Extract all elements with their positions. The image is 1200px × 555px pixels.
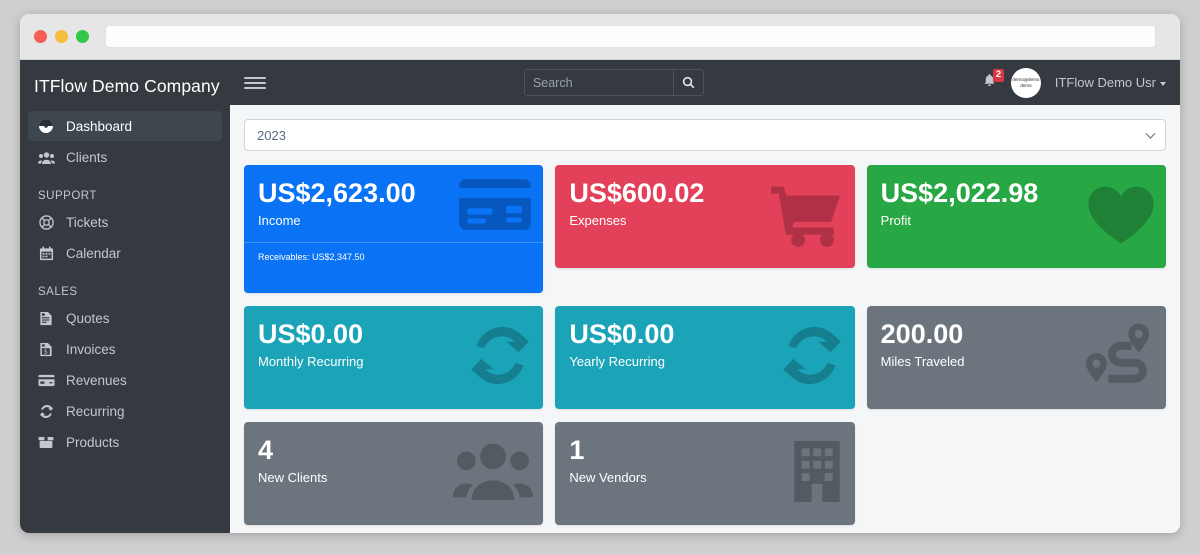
card-divider — [244, 242, 544, 243]
stat-label: Income — [258, 213, 301, 228]
browser-window: ITFlow Demo Company Dashboard — [20, 14, 1180, 533]
sidebar-item-recurring[interactable]: Recurring — [28, 397, 222, 426]
browser-chrome — [20, 14, 1180, 60]
sidebar-section-support: SUPPORT — [38, 190, 97, 202]
sidebar-item-label: Products — [66, 435, 120, 450]
sidebar-item-dashboard[interactable]: Dashboard — [28, 111, 222, 141]
stat-label: Yearly Recurring — [569, 354, 665, 369]
card-row-1: US$2,623.00 Income — [244, 165, 1166, 293]
sidebar-item-label: Calendar — [66, 246, 121, 261]
sidebar-item-tickets[interactable]: Tickets — [28, 208, 222, 237]
stat-value: 1 — [569, 435, 585, 465]
dashboard-content: 2023 US$2,623.00 Income — [230, 105, 1180, 533]
stat-card-new-clients[interactable]: 4 New Clients — [244, 422, 544, 525]
minimize-window-button[interactable] — [55, 30, 68, 43]
chevron-down-icon — [1160, 81, 1166, 86]
sidebar-item-label: Tickets — [66, 215, 109, 230]
avatar-line1: demo@demo — [1012, 77, 1040, 82]
credit-card-icon — [36, 374, 56, 387]
file-quote-icon — [36, 311, 56, 326]
topbar-right: 2 demo@demo demo ITFlow Demo Usr — [962, 67, 1166, 98]
traffic-lights — [34, 30, 89, 43]
avatar[interactable]: demo@demo demo — [1010, 67, 1041, 98]
dashboard-gauge-icon — [36, 118, 56, 134]
card-row-3: 4 New Clients — [244, 422, 1166, 525]
stat-value: 4 — [258, 435, 274, 465]
bell-icon — [982, 73, 997, 93]
stat-value: US$0.00 — [258, 319, 364, 349]
search-input[interactable] — [524, 70, 673, 95]
sidebar-item-clients[interactable]: Clients — [28, 143, 222, 172]
user-name-label: ITFlow Demo Usr — [1054, 75, 1156, 90]
sidebar-item-quotes[interactable]: Quotes — [28, 304, 222, 333]
year-filter-value: 2023 — [257, 127, 286, 143]
stat-card-monthly-recurring[interactable]: US$0.00 Monthly Recurring — [244, 306, 544, 409]
notifications-button[interactable]: 2 — [982, 68, 1005, 93]
stat-card-profit[interactable]: US$2,022.98 Profit — [866, 165, 1166, 268]
stat-value: US$0.00 — [569, 319, 675, 349]
sidebar-item-calendar[interactable]: Calendar — [28, 239, 222, 268]
maximize-window-button[interactable] — [76, 30, 89, 43]
sidebar-item-label: Revenues — [66, 373, 127, 388]
stat-footer: Receivables: US$2,347.50 — [258, 252, 365, 262]
users-icon — [36, 151, 56, 165]
sidebar: ITFlow Demo Company Dashboard — [20, 60, 230, 533]
sidebar-item-label: Dashboard — [66, 118, 133, 134]
stat-label: Monthly Recurring — [258, 354, 364, 369]
sidebar-item-invoices[interactable]: $ Invoices — [28, 335, 222, 364]
stat-value: US$600.02 — [569, 178, 705, 208]
topbar: 2 demo@demo demo ITFlow Demo Usr — [230, 60, 1180, 105]
avatar-line2: demo — [1020, 82, 1032, 88]
stat-label: New Clients — [258, 470, 328, 485]
svg-text:$: $ — [44, 348, 48, 356]
main-area: 2 demo@demo demo ITFlow Demo Usr 2023 — [230, 60, 1180, 533]
sidebar-item-label: Invoices — [66, 342, 116, 357]
user-menu-button[interactable]: ITFlow Demo Usr — [1055, 75, 1166, 90]
search-box — [523, 69, 704, 96]
calendar-icon — [36, 246, 56, 261]
close-window-button[interactable] — [34, 30, 47, 43]
chevron-down-icon — [1145, 128, 1156, 139]
sync-icon — [36, 404, 56, 419]
sidebar-item-revenues[interactable]: Revenues — [28, 366, 222, 395]
sidebar-item-label: Clients — [66, 150, 108, 165]
stat-label: Profit — [880, 213, 911, 228]
stat-label: Expenses — [569, 213, 627, 228]
year-filter-select[interactable]: 2023 — [244, 119, 1166, 151]
file-invoice-dollar-icon: $ — [36, 342, 56, 357]
stat-value: US$2,623.00 — [258, 178, 416, 208]
sidebar-item-label: Quotes — [66, 311, 110, 326]
card-spacer — [867, 422, 1166, 525]
stat-label: New Vendors — [569, 470, 647, 485]
hamburger-icon[interactable] — [244, 73, 266, 93]
card-row-2: US$0.00 Monthly Recurring US$0.00 Yearly… — [244, 306, 1166, 409]
brand-title: ITFlow Demo Company — [34, 76, 220, 96]
stat-card-expenses[interactable]: US$600.02 Expenses — [555, 165, 855, 268]
search-button[interactable] — [672, 70, 703, 95]
sidebar-section-sales: SALES — [38, 286, 78, 298]
life-ring-icon — [36, 215, 56, 230]
sidebar-item-products[interactable]: Products — [28, 428, 222, 457]
stat-card-income[interactable]: US$2,623.00 Income — [244, 165, 544, 293]
sidebar-item-label: Recurring — [66, 404, 125, 419]
stat-card-miles-traveled[interactable]: 200.00 Miles Traveled — [866, 306, 1166, 409]
stat-value: US$2,022.98 — [880, 178, 1039, 208]
stat-value: 200.00 — [880, 319, 964, 349]
stat-card-new-vendors[interactable]: 1 New Vendors — [555, 422, 855, 525]
sidebar-nav: Dashboard Clients — [20, 111, 230, 457]
stat-card-yearly-recurring[interactable]: US$0.00 Yearly Recurring — [555, 306, 855, 409]
box-icon — [36, 436, 56, 449]
app-container: ITFlow Demo Company Dashboard — [20, 60, 1180, 533]
stat-label: Miles Traveled — [880, 354, 965, 369]
url-bar[interactable] — [105, 25, 1156, 48]
notification-count-badge: 2 — [992, 68, 1005, 82]
